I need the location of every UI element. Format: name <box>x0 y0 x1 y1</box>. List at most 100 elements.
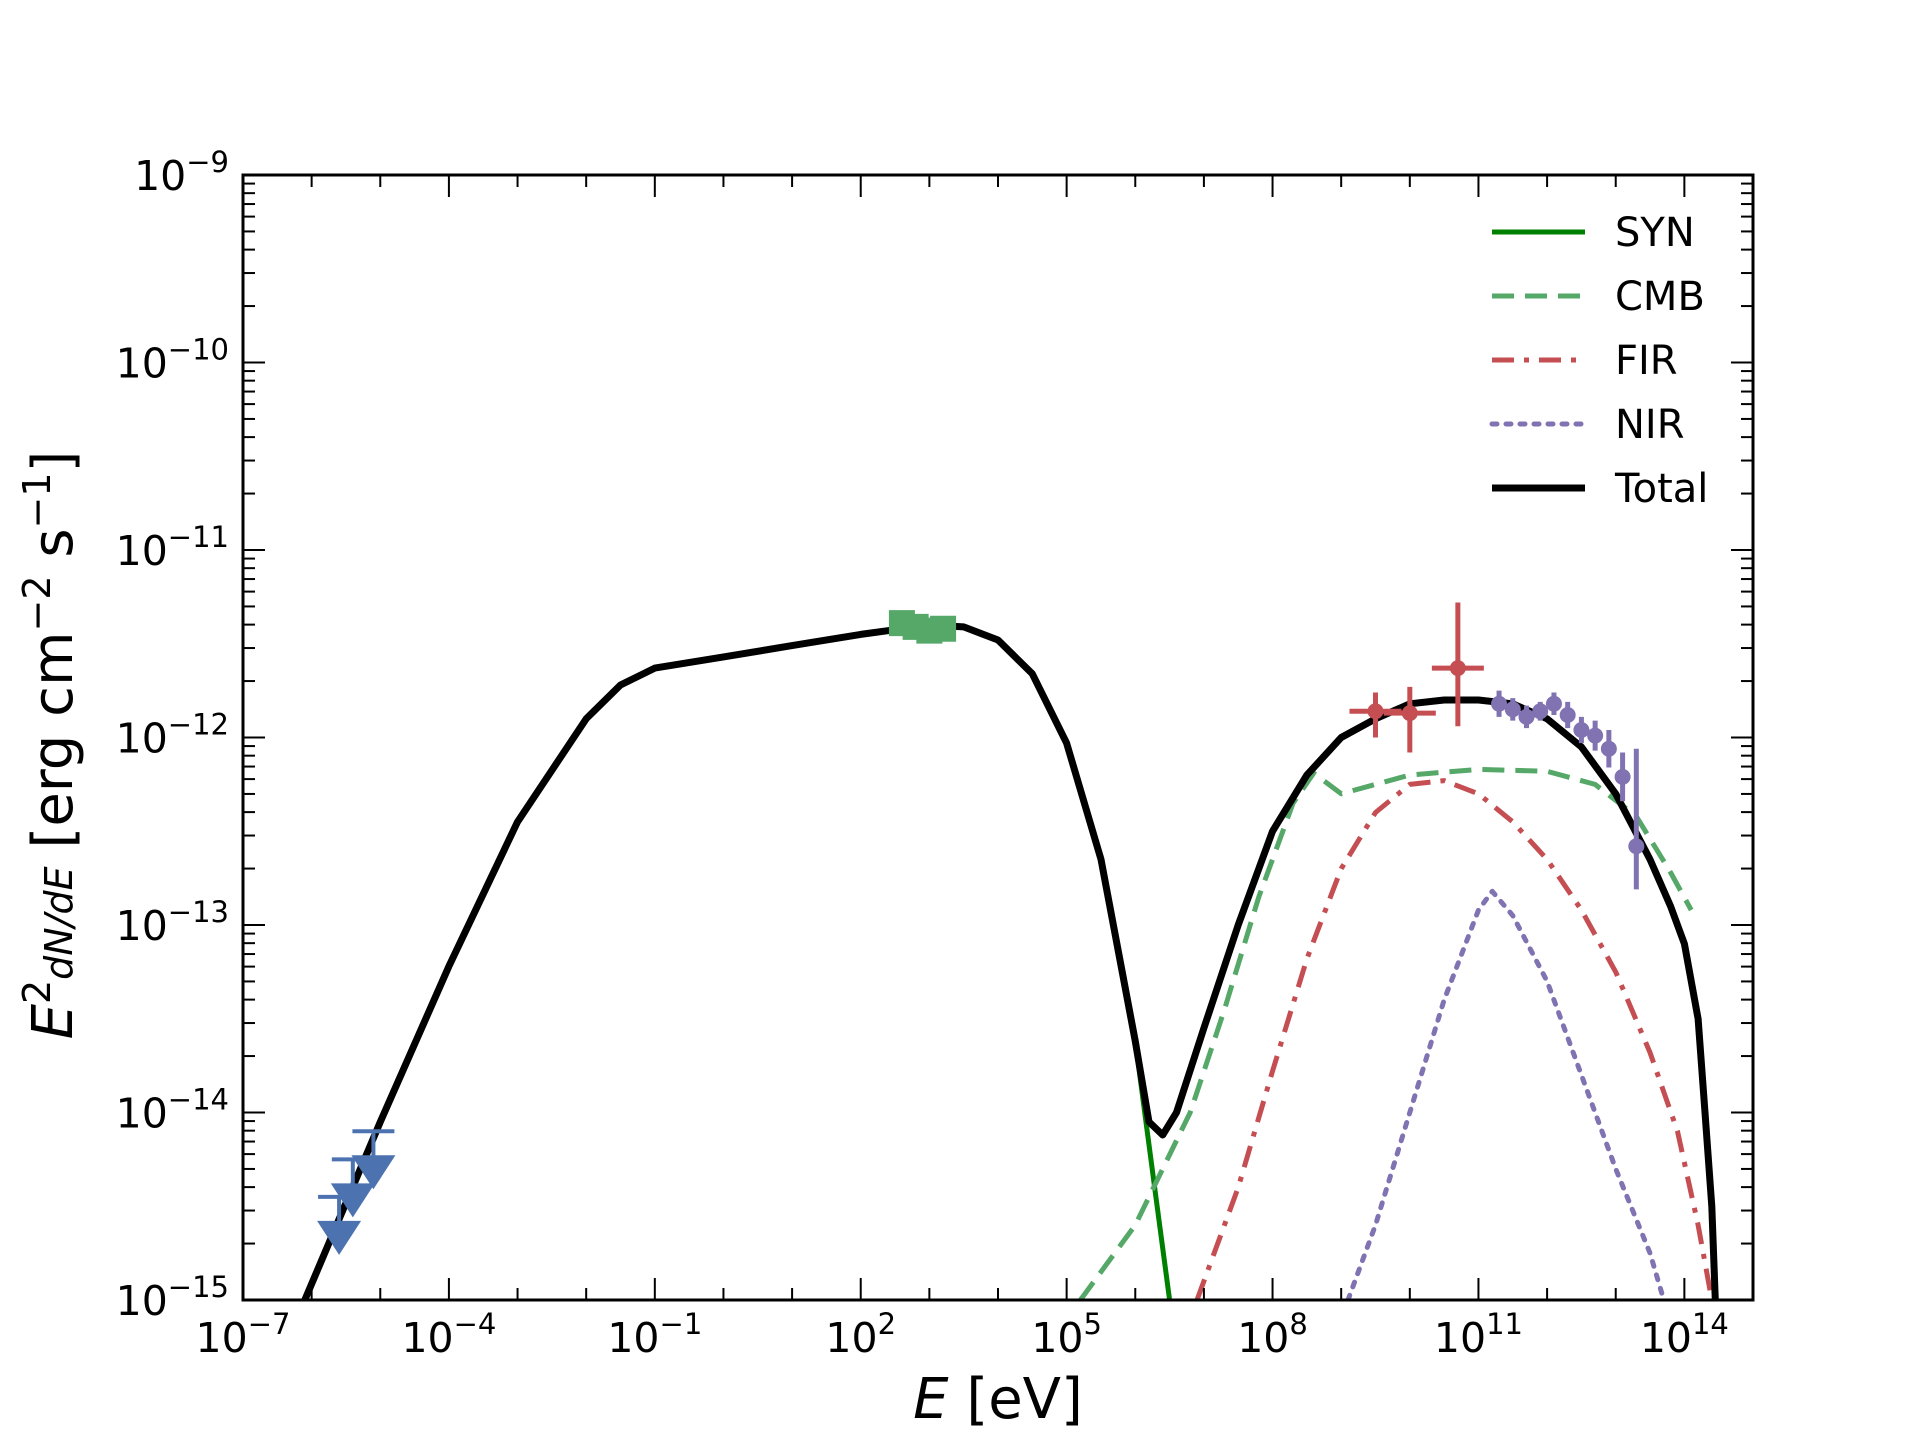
y-axis-title: E2dN/dE [erg cm−2 s−1] <box>15 451 86 1040</box>
x-tick-label-exp: 5 <box>1083 1307 1101 1341</box>
x-tick-label-exp: −7 <box>248 1307 291 1341</box>
x-tick-label: 102 <box>825 1307 896 1362</box>
y-tick-label: 10−9 <box>134 145 229 200</box>
data-point-tev-gamma-4 <box>1532 701 1549 721</box>
y-axis-title-part-1: E <box>21 1003 86 1039</box>
legend: SYN CMB FIR NIR Total <box>1489 210 1708 512</box>
series-line-nir <box>1345 888 1667 1300</box>
data-point-tev-gamma-3 <box>1518 705 1535 729</box>
data-point-tev-gamma-2 <box>1504 698 1521 721</box>
data-point-gev-gamma-2 <box>1383 686 1436 753</box>
y-axis-title-part-3: dN/dE <box>37 866 81 979</box>
y-tick-label-base: 10 <box>116 1090 168 1138</box>
legend-label-nir: NIR <box>1615 402 1685 448</box>
x-tick-label: 10−4 <box>401 1307 496 1362</box>
x-tick-label-exp: −1 <box>660 1307 703 1341</box>
data-point-gev-gamma-1-marker <box>1367 703 1384 720</box>
axes-frame <box>241 173 1755 1302</box>
data-point-tev-gamma-4-marker <box>1532 703 1549 720</box>
data-point-tev-gamma-11-marker <box>1628 838 1645 855</box>
y-tick-label-exp: −9 <box>186 145 229 179</box>
y-tick-label-base: 10 <box>134 152 186 200</box>
y-tick-label-base: 10 <box>116 340 168 388</box>
data-point-radio-upper-limits-3-arrow <box>351 1155 396 1190</box>
data-point-gev-gamma-3-marker <box>1449 660 1466 677</box>
y-tick-label-exp: −13 <box>168 895 229 929</box>
y-tick-label-exp: −15 <box>168 1270 229 1304</box>
x-tick-label-base: 10 <box>401 1314 453 1362</box>
axes: 10−7 10−4 10−1 102 105 108 1011 101410−1510−141… <box>116 145 1755 1362</box>
data-point-gev-gamma-2-marker <box>1401 705 1418 722</box>
dataset-x-ray <box>888 610 957 644</box>
x-tick-label-base: 10 <box>1031 1314 1083 1362</box>
y-axis-title-part-2: 2 <box>15 980 59 1004</box>
series-line-total <box>301 621 1719 1300</box>
y-tick-label-base: 10 <box>116 902 168 950</box>
data-point-tev-gamma-5-marker <box>1545 695 1562 712</box>
legend-label-total: Total <box>1614 466 1708 512</box>
x-axis-title: E [eV] <box>913 1367 1083 1432</box>
y-axis-title-part-6: s <box>21 528 86 575</box>
data-point-tev-gamma-1 <box>1491 690 1508 717</box>
data-point-tev-gamma-10-marker <box>1614 768 1631 785</box>
ticks <box>242 174 1754 1301</box>
x-tick-label-base: 10 <box>196 1314 248 1362</box>
x-tick-label: 105 <box>1031 1307 1102 1362</box>
series-line-syn <box>302 622 1173 1300</box>
series-line-cmb <box>1078 766 1694 1300</box>
data-point-x-ray-4 <box>930 615 957 642</box>
x-tick-label-exp: 8 <box>1289 1307 1307 1341</box>
data-point-radio-upper-limits-2-arrow <box>330 1183 375 1218</box>
y-tick-label: 10−14 <box>116 1083 229 1138</box>
data-point-gev-gamma-3 <box>1431 602 1484 727</box>
legend-label-fir: FIR <box>1615 338 1678 384</box>
y-tick-label-exp: −11 <box>168 520 229 554</box>
data-point-tev-gamma-11 <box>1628 748 1645 890</box>
x-tick-label-base: 10 <box>607 1314 659 1362</box>
x-tick-label-exp: 2 <box>878 1307 896 1341</box>
y-tick-label-exp: −14 <box>168 1083 229 1117</box>
x-tick-label-exp: −4 <box>454 1307 497 1341</box>
y-axis-title-part-4: [erg cm <box>21 632 86 867</box>
x-tick-label: 1011 <box>1434 1307 1523 1362</box>
data-point-tev-gamma-7 <box>1573 716 1590 744</box>
data-point-tev-gamma-9-marker <box>1600 740 1617 757</box>
data-point-tev-gamma-8 <box>1587 720 1604 751</box>
data-point-tev-gamma-3-marker <box>1518 708 1535 725</box>
y-tick-label-base: 10 <box>116 715 168 763</box>
dataset-gev-gamma <box>1349 602 1484 753</box>
legend-label-cmb: CMB <box>1615 274 1705 320</box>
y-tick-label: 10−15 <box>116 1270 229 1325</box>
dataset-radio-upper-limits <box>317 1129 396 1255</box>
x-tick-label: 1014 <box>1640 1307 1729 1362</box>
data-point-radio-upper-limits-3 <box>351 1129 396 1190</box>
axis-titles: E [eV] E2dN/dE [erg cm−2 s−1] <box>15 451 1083 1432</box>
dataset-tev-gamma <box>1491 690 1645 890</box>
y-tick-label: 10−13 <box>116 895 229 950</box>
y-tick-label-exp: −10 <box>168 333 229 367</box>
data-point-tev-gamma-6 <box>1559 701 1576 729</box>
x-axis-title-unit: [eV] <box>949 1367 1083 1432</box>
y-tick-label-base: 10 <box>116 1277 168 1325</box>
curves <box>301 621 1719 1300</box>
data-point-tev-gamma-10 <box>1614 752 1631 802</box>
x-tick-label: 10−7 <box>196 1307 291 1362</box>
data-point-tev-gamma-2-marker <box>1504 701 1521 718</box>
plot-area <box>301 602 1719 1300</box>
y-tick-label: 10−12 <box>116 708 229 763</box>
data-point-tev-gamma-5 <box>1545 692 1562 715</box>
data-point-tev-gamma-9 <box>1600 730 1617 768</box>
data-point-tev-gamma-7-marker <box>1573 722 1590 738</box>
data-point-tev-gamma-6-marker <box>1559 707 1576 723</box>
legend-label-syn: SYN <box>1615 210 1695 256</box>
x-tick-label-base: 10 <box>1434 1314 1486 1362</box>
y-tick-label-exp: −12 <box>168 708 229 742</box>
x-tick-label-base: 10 <box>825 1314 877 1362</box>
y-axis-title-part-7: −1 <box>15 472 59 528</box>
x-tick-label-exp: 14 <box>1692 1307 1729 1341</box>
data-point-tev-gamma-1-marker <box>1491 695 1508 712</box>
x-tick-label-base: 10 <box>1237 1314 1289 1362</box>
x-tick-label: 108 <box>1237 1307 1308 1362</box>
x-tick-label-exp: 11 <box>1486 1307 1523 1341</box>
y-axis-title-part-5: −2 <box>15 575 59 631</box>
